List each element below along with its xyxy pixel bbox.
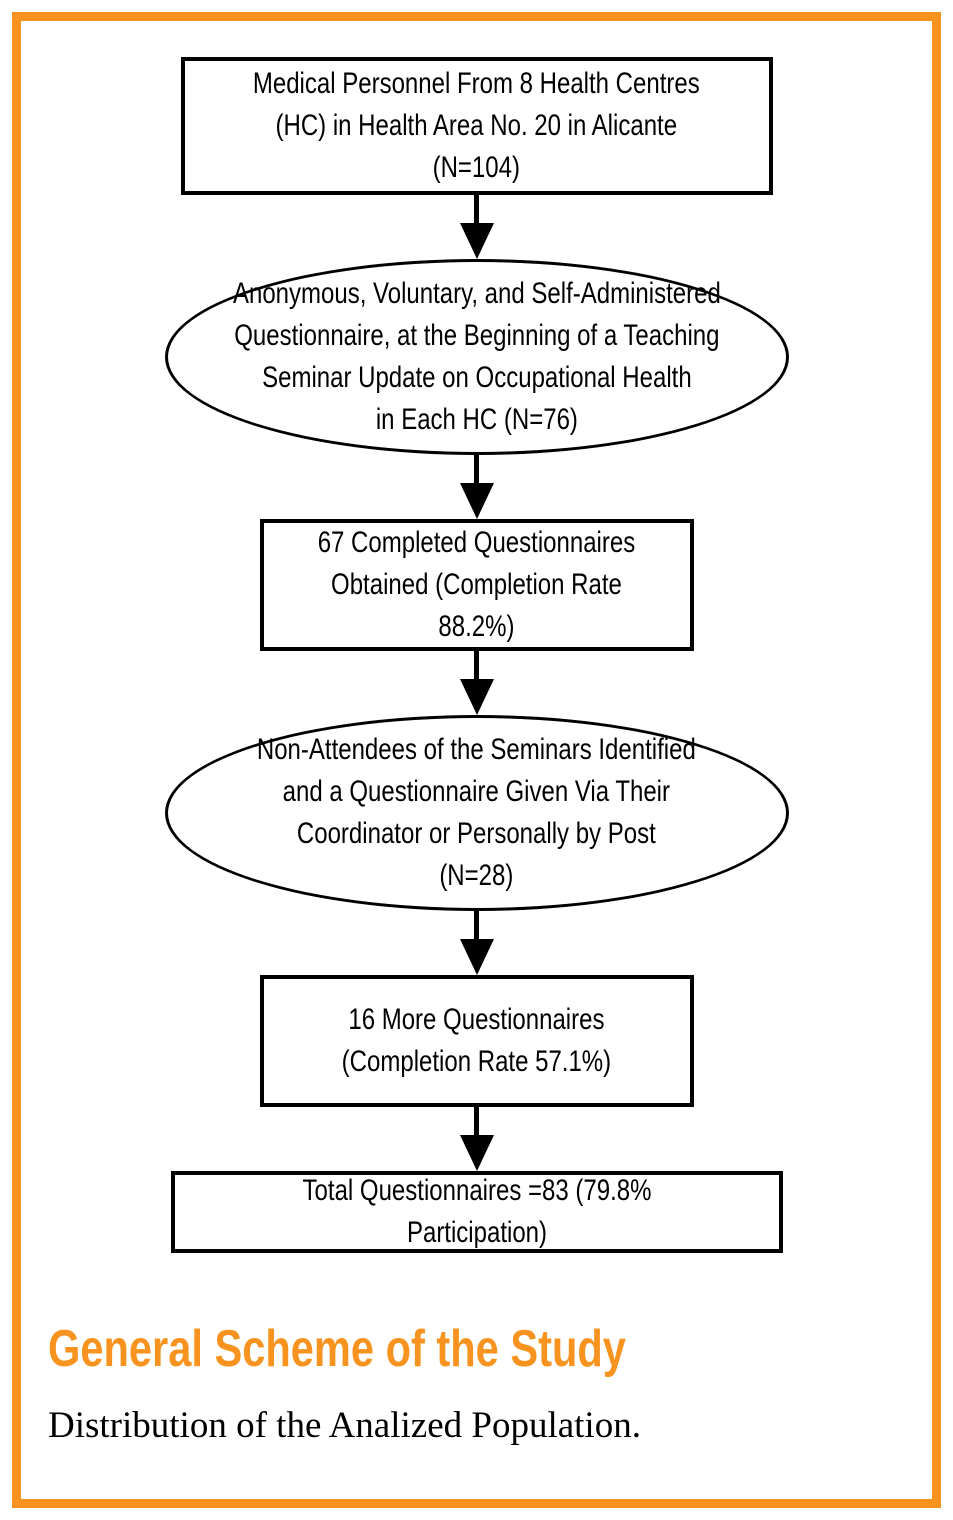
flow-arrow-4 <box>459 911 494 975</box>
flow-node-additional-questionnaires: 16 More Questionnaires (Completion Rate … <box>259 975 694 1107</box>
arrow-down-icon <box>459 223 494 259</box>
flow-node-seminar-questionnaire-label: Anonymous, Voluntary, and Self-Administe… <box>232 277 721 436</box>
flow-arrow-1 <box>459 195 494 259</box>
flow-node-completed-questionnaires-label: 67 Completed Questionnaires Obtained (Co… <box>317 526 636 643</box>
flow-node-seminar-questionnaire: Anonymous, Voluntary, and Self-Administe… <box>164 259 789 455</box>
flow-arrow-2 <box>459 455 494 519</box>
flow-node-source-population-label: Medical Personnel From 8 Health Centres … <box>253 67 700 184</box>
arrow-down-icon <box>459 1135 494 1171</box>
flow-node-non-attendees-label: Non-Attendees of the Seminars Identified… <box>257 733 696 892</box>
figure-caption-block: General Scheme of the Study Distribution… <box>48 1322 908 1448</box>
figure-caption: Distribution of the Analized Population. <box>48 1405 641 1446</box>
flow-node-additional-questionnaires-label: 16 More Questionnaires (Completion Rate … <box>341 1003 612 1078</box>
flow-node-non-attendees: Non-Attendees of the Seminars Identified… <box>164 715 789 911</box>
arrow-stem <box>474 651 479 679</box>
arrow-down-icon <box>459 483 494 519</box>
flow-arrow-5 <box>459 1107 494 1171</box>
flow-node-total-questionnaires-label: Total Questionnaires =83 (79.8% Particip… <box>302 1174 651 1249</box>
flowchart: Medical Personnel From 8 Health Centres … <box>0 57 953 1253</box>
flow-node-source-population: Medical Personnel From 8 Health Centres … <box>180 57 773 195</box>
arrow-stem <box>474 1107 479 1135</box>
arrow-stem <box>474 455 479 483</box>
flow-node-total-questionnaires: Total Questionnaires =83 (79.8% Particip… <box>170 1171 783 1253</box>
arrow-stem <box>474 195 479 223</box>
flow-arrow-3 <box>459 651 494 715</box>
arrow-down-icon <box>459 939 494 975</box>
figure-title: General Scheme of the Study <box>48 1320 626 1378</box>
flow-node-completed-questionnaires: 67 Completed Questionnaires Obtained (Co… <box>259 519 694 651</box>
arrow-down-icon <box>459 679 494 715</box>
arrow-stem <box>474 911 479 939</box>
